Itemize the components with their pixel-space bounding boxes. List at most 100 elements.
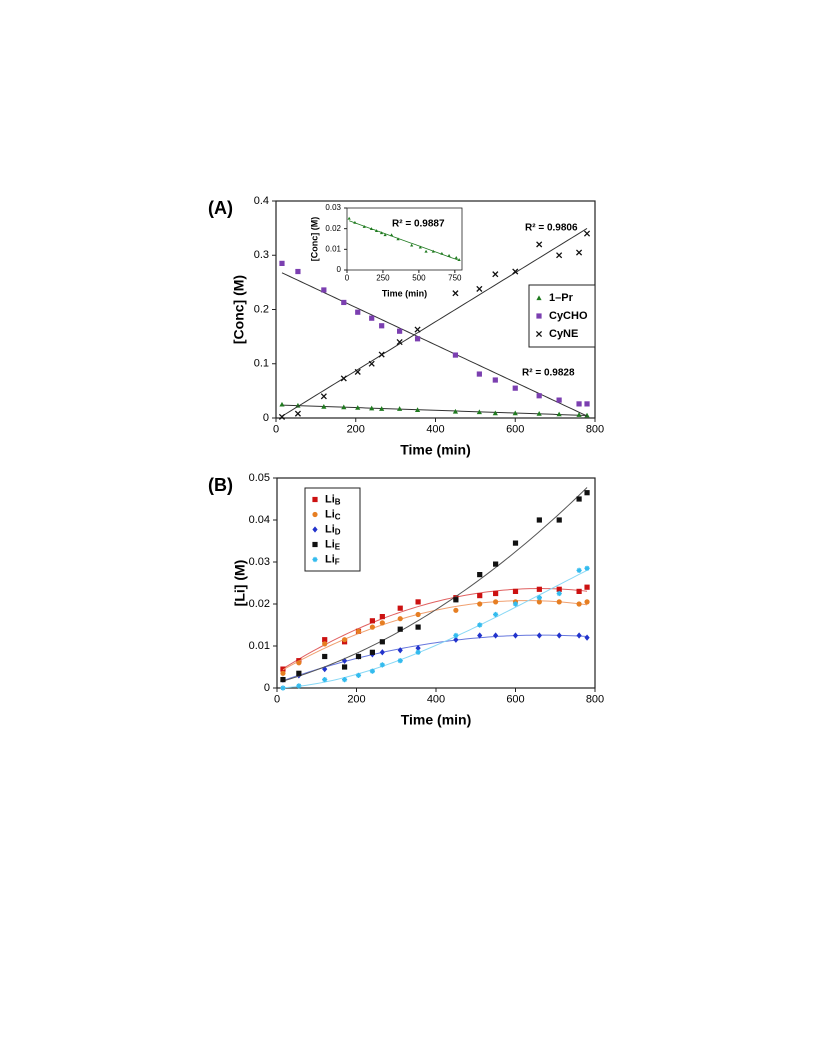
annotation: R² = 0.9887 — [392, 219, 445, 230]
data-point — [369, 618, 375, 624]
data-point — [440, 251, 444, 255]
data-point — [355, 653, 362, 660]
data-point — [477, 632, 483, 639]
data-point — [493, 632, 499, 639]
y-tick-label: 0 — [337, 265, 342, 274]
data-point — [396, 237, 400, 241]
data-point — [322, 677, 328, 683]
x-tick-label: 400 — [426, 424, 444, 436]
trend-line — [282, 588, 588, 670]
x-tick-label: 250 — [376, 274, 390, 283]
legend-label-main: Li — [325, 538, 335, 550]
data-point — [477, 601, 483, 607]
x-axis-title: Time (min) — [400, 442, 471, 458]
data-point — [341, 299, 347, 306]
data-point — [396, 338, 403, 346]
data-point — [536, 586, 542, 592]
data-point — [556, 632, 562, 639]
data-point — [320, 393, 327, 400]
trend-line — [282, 634, 588, 682]
y-tick-label: 0 — [264, 682, 270, 694]
data-point — [418, 245, 422, 249]
data-point — [379, 323, 385, 329]
data-point — [379, 620, 385, 626]
data-point — [278, 413, 286, 420]
data-point — [341, 664, 348, 670]
data-point — [493, 611, 499, 618]
data-point — [454, 256, 458, 259]
x-tick-label: 400 — [427, 694, 445, 706]
data-point — [457, 258, 461, 261]
data-point — [322, 653, 328, 660]
y-tick-label: 0.1 — [254, 358, 269, 370]
y-tick-label: 0.3 — [254, 249, 269, 261]
data-point — [397, 658, 403, 664]
chart: 0 200 400 600 800 0 0.01 0.02 0.03 0.04 0.05 Time (… — [208, 472, 604, 728]
data-point — [354, 368, 361, 375]
data-point — [415, 644, 421, 652]
data-point — [353, 220, 357, 224]
data-point — [584, 490, 590, 496]
trend-line — [281, 272, 588, 417]
x-tick-label: 0 — [273, 424, 279, 436]
data-point — [453, 636, 459, 643]
trend-line — [281, 404, 588, 416]
legend-label: LiC — [325, 508, 341, 521]
legend-marker — [536, 313, 542, 319]
data-point — [556, 599, 562, 605]
data-point — [493, 599, 499, 605]
data-point — [369, 668, 375, 674]
data-point — [280, 685, 286, 691]
data-point — [347, 216, 351, 220]
data-point — [368, 360, 375, 367]
legend-marker — [312, 496, 318, 503]
legend-label-main: Li — [325, 508, 335, 520]
y-tick-label: 0.05 — [249, 472, 270, 484]
data-point — [536, 632, 542, 639]
data-point — [378, 351, 385, 358]
data-point — [512, 588, 519, 594]
data-point — [389, 233, 394, 237]
legend-label: LiD — [325, 523, 341, 536]
data-point — [452, 290, 459, 297]
legend-label-sub: F — [335, 558, 340, 567]
data-point — [452, 408, 459, 414]
legend-label-sub: E — [335, 543, 341, 552]
data-point — [340, 375, 347, 382]
data-point — [492, 410, 498, 416]
data-point — [453, 597, 459, 603]
data-point — [584, 401, 590, 407]
y-axis-title: [Conc] (M) — [231, 275, 247, 344]
data-point — [576, 496, 582, 502]
data-point — [556, 590, 562, 597]
data-point — [379, 406, 385, 411]
trend-line — [281, 228, 588, 417]
y-tick-label: 0.02 — [249, 598, 270, 610]
data-point — [424, 249, 428, 253]
y-tick-label: 0.2 — [254, 303, 269, 315]
data-point — [379, 614, 385, 620]
data-point — [379, 639, 385, 645]
data-point — [355, 309, 361, 315]
x-tick-label: 200 — [347, 424, 365, 436]
data-point — [355, 672, 362, 678]
data-point — [369, 315, 375, 321]
data-point — [536, 241, 543, 248]
y-tick-label: 0.02 — [325, 224, 341, 233]
data-point — [415, 599, 421, 605]
data-point — [279, 260, 285, 266]
data-point — [584, 584, 590, 590]
legend-marker — [535, 330, 543, 338]
data-point — [295, 402, 301, 408]
data-point — [296, 660, 302, 666]
data-point — [362, 225, 366, 228]
data-point — [295, 268, 301, 275]
legend-marker — [312, 541, 318, 548]
data-point — [397, 616, 403, 622]
data-point — [379, 231, 384, 235]
data-point — [410, 243, 414, 247]
data-point — [397, 626, 403, 632]
data-point — [512, 268, 519, 275]
data-point — [512, 385, 518, 391]
